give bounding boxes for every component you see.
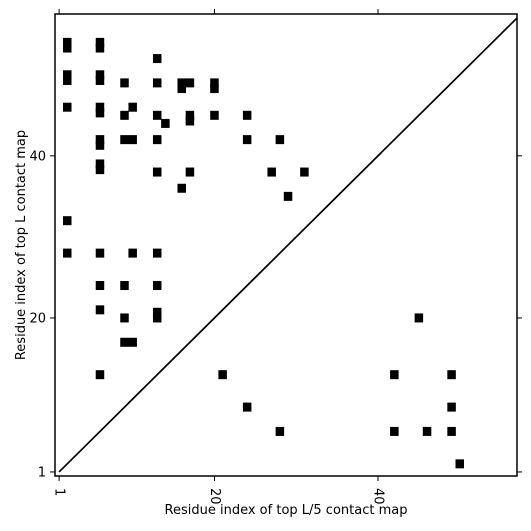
x-axis-label: Residue index of top L/5 contact map [165,503,408,518]
contact-mark-top-l [210,78,219,88]
contact-mark-top-l [242,110,252,120]
contact-mark-top-l [95,37,105,47]
contact-mark-top-l [63,248,72,258]
contact-mark-top-l [63,70,72,80]
contact-mark-top-l [152,307,162,317]
contact-mark-top-l [152,110,162,120]
plot-frame [54,13,518,477]
contact-mark-top-l [275,135,285,145]
contact-mark-top-l [185,78,195,88]
contact-mark-top-l [128,248,137,258]
contact-mark-top-l [95,75,105,85]
contact-mark-top-l5 [390,426,399,436]
y-tick-label: 1 [38,465,46,480]
contact-mark-top-l [120,281,129,291]
diagonal-line [58,17,518,473]
contact-mark-top-l [185,116,195,126]
contact-mark-top-l [95,159,105,169]
contact-mark-top-l [95,281,105,291]
contact-mark-top-l [63,43,72,53]
contact-mark-top-l [95,305,105,315]
contact-mark-top-l [128,135,137,145]
contact-mark-top-l [300,167,309,177]
contact-mark-top-l5 [390,370,399,380]
contact-mark-top-l [63,216,72,226]
contact-mark-top-l [63,37,72,47]
contact-mark-top-l [152,167,162,177]
contact-mark-top-l [120,110,129,120]
contact-mark-top-l5 [275,426,285,436]
contact-mark-top-l [267,167,276,177]
contact-mark-top-l [152,281,162,291]
contact-mark-top-l [283,191,293,201]
contact-mark-top-l [128,337,137,347]
contact-mark-top-l5 [455,459,465,469]
contact-mark-top-l [95,165,105,175]
contact-mark-top-l [95,102,105,112]
contact-mark-top-l [95,248,105,258]
contact-mark-top-l [177,183,186,193]
contact-mark-top-l [95,135,105,145]
contact-mark-top-l [63,102,72,112]
contact-mark-top-l [152,248,162,258]
diagonal-layer [58,17,518,473]
contact-mark-top-l [120,78,129,88]
contact-mark-top-l [120,313,129,323]
contact-mark-top-l5 [218,370,227,380]
contact-mark-top-l [152,135,162,145]
contact-mark-top-l [95,108,105,118]
y-tick-label: 40 [29,149,46,164]
contact-mark-top-l [185,110,195,120]
contact-mark-top-l5 [447,426,456,436]
contact-mark-top-l5 [242,402,252,412]
contact-mark-top-l5 [447,370,456,380]
contact-mark-top-l5 [447,402,456,412]
contact-mark-top-l [177,78,186,88]
contact-mark-top-l [242,135,252,145]
contact-mark-top-l [63,75,72,85]
contact-mark-top-l [161,118,170,128]
contact-mark-top-l [152,54,162,64]
x-tick-label: 1 [52,488,67,496]
contact-mark-top-l5 [414,313,424,323]
contact-mark-top-l [210,84,219,94]
contact-mark-top-l5 [422,426,432,436]
contact-mark-top-l5 [95,370,105,380]
contact-mark-top-l [120,337,129,347]
contact-mark-top-l [177,84,186,94]
y-tick-label: 20 [29,311,46,326]
contact-mark-top-l [152,78,162,88]
contact-mark-top-l [185,167,195,177]
x-tick-label: 20 [207,488,222,505]
contact-marks-layer [63,37,465,469]
contact-mark-top-l [210,110,219,120]
contact-mark-top-l [120,135,129,145]
contact-mark-top-l [152,313,162,323]
y-axis-label: Residue index of top L contact map [14,130,29,360]
contact-mark-top-l [95,43,105,53]
x-tick-label: 40 [370,488,385,505]
ticks-layer: 1 20 40 1 20 40 [29,9,522,505]
contact-mark-top-l [95,70,105,80]
contact-mark-top-l [128,102,137,112]
contact-mark-top-l [95,140,105,150]
